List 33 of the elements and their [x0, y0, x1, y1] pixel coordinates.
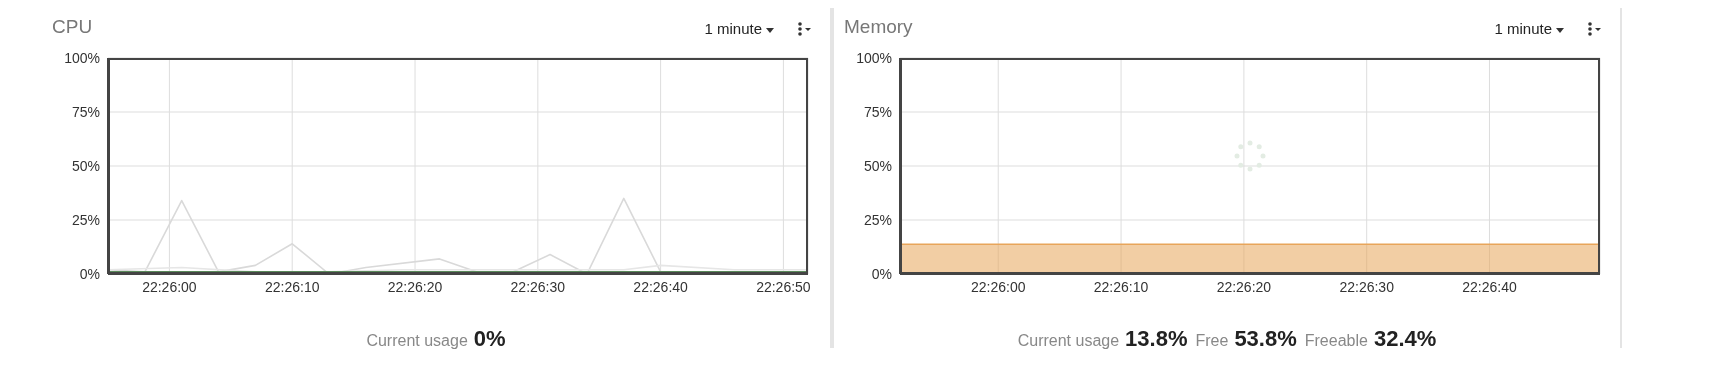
- text: Current usage: [1017, 332, 1120, 349]
- x-tick-label: 22:26:40: [1462, 278, 1517, 295]
- x-tick-label: 22:26:00: [142, 278, 197, 295]
- text: Current usage: [366, 332, 468, 349]
- y-tick-label: 0%: [871, 265, 892, 282]
- x-tick-label: 22:26:20: [1216, 278, 1272, 295]
- y-tick-label: 75%: [71, 103, 100, 120]
- x-tick-label: 22:26:10: [1093, 278, 1149, 295]
- x-tick-label: 22:26:30: [1339, 278, 1395, 295]
- y-tick-label: 50%: [71, 157, 100, 174]
- x-tick-label: 22:26:40: [633, 278, 689, 295]
- y-tick-label: 50%: [863, 157, 892, 174]
- x-tick-label: 22:26:30: [510, 278, 566, 295]
- text: 32.4%: [1373, 326, 1437, 351]
- x-tick-label: 22:26:10: [264, 278, 320, 295]
- y-tick-label: 75%: [863, 103, 892, 120]
- x-tick-label: 22:26:00: [970, 278, 1026, 295]
- text: Free: [1195, 332, 1229, 349]
- text: 0%: [473, 326, 506, 351]
- x-tick-label: 22:26:50: [756, 278, 811, 295]
- text: 1 minute: [704, 20, 762, 37]
- chart-title: CPU: [52, 16, 93, 38]
- y-tick-label: 25%: [71, 211, 100, 228]
- x-tick-label: 22:26:20: [387, 278, 443, 295]
- y-tick-label: 100%: [856, 49, 892, 66]
- text: 1 minute: [1494, 20, 1552, 37]
- y-tick-label: 25%: [863, 211, 892, 228]
- text: 53.8%: [1234, 326, 1297, 351]
- chart-title: Memory: [844, 16, 913, 38]
- y-tick-label: 0%: [79, 265, 100, 282]
- text: 13.8%: [1125, 326, 1188, 351]
- y-tick-label: 100%: [64, 49, 100, 66]
- text: Freeable: [1304, 332, 1368, 349]
